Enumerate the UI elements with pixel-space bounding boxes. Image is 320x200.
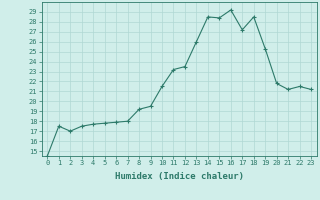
X-axis label: Humidex (Indice chaleur): Humidex (Indice chaleur) — [115, 172, 244, 181]
